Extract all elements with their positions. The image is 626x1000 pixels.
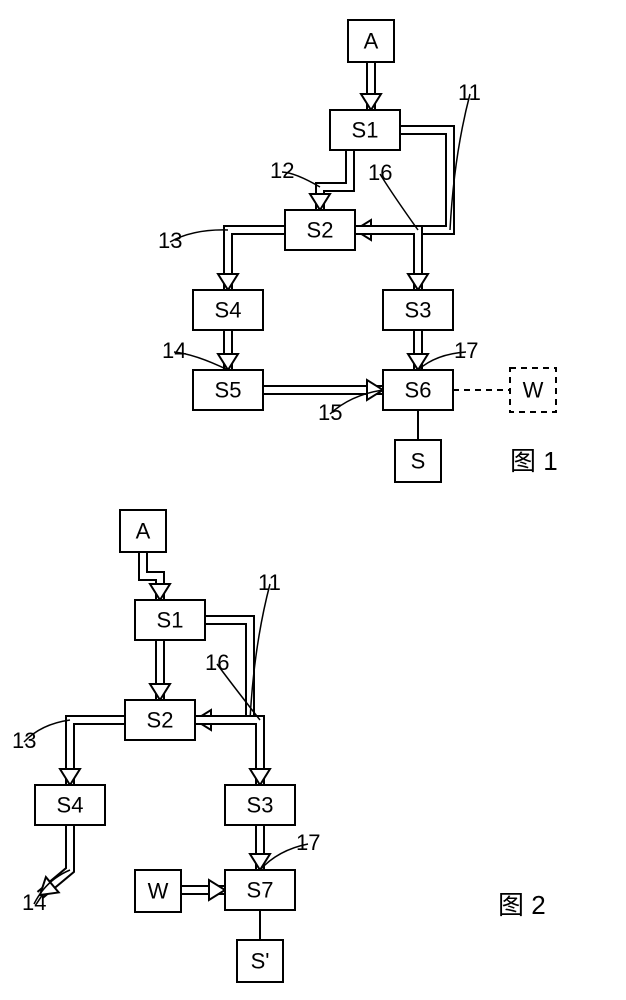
- edge-label: 12: [270, 158, 294, 183]
- edge-label: 13: [158, 228, 182, 253]
- node-label-s2: S2: [307, 218, 334, 243]
- node-label-s7: S7: [247, 878, 274, 903]
- node-label-s1: S1: [352, 118, 379, 143]
- edge-label: 16: [368, 160, 392, 185]
- figure-caption: 图 1: [510, 446, 558, 476]
- edge-label: 15: [318, 400, 342, 425]
- node-label-s3: S3: [405, 298, 432, 323]
- node-label-s1: S1: [157, 608, 184, 633]
- node-label-a: A: [364, 29, 379, 54]
- node-label-s: S: [411, 449, 426, 474]
- edge-label: 16: [205, 650, 229, 675]
- node-label-s2: S2: [147, 708, 174, 733]
- edge-label: 14: [22, 890, 46, 915]
- node-label-sp: S': [251, 949, 270, 974]
- node-label-s4: S4: [215, 298, 242, 323]
- edge-label: 17: [296, 830, 320, 855]
- node-label-s3: S3: [247, 793, 274, 818]
- node-label-s6: S6: [405, 378, 432, 403]
- edge-label: 11: [458, 80, 481, 105]
- node-label-s5: S5: [215, 378, 242, 403]
- node-label-w: W: [523, 378, 544, 403]
- node-label-s4: S4: [57, 793, 84, 818]
- figure-caption: 图 2: [498, 890, 546, 920]
- edge-label: 17: [454, 338, 478, 363]
- edge-label: 11: [258, 570, 281, 595]
- edge-label: 13: [12, 728, 36, 753]
- node-label-a: A: [136, 519, 151, 544]
- node-label-w: W: [148, 879, 169, 904]
- edge-label: 14: [162, 338, 186, 363]
